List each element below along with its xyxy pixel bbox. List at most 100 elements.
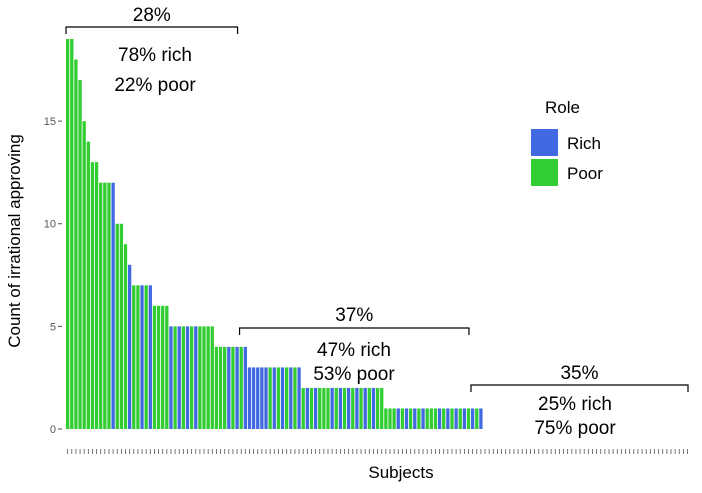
- bar-rich: [404, 408, 409, 429]
- bar-poor: [375, 387, 380, 429]
- group-percent-label: 35%: [560, 363, 598, 384]
- bar-rich: [305, 387, 309, 429]
- bar-rich: [454, 408, 458, 429]
- x-axis-ticks: [67, 449, 688, 454]
- bar-poor: [210, 326, 214, 429]
- bar-rich: [264, 367, 268, 429]
- bar-rich: [462, 408, 467, 429]
- legend-label-poor: Poor: [567, 164, 603, 183]
- bar-rich: [371, 387, 376, 429]
- bar-rich: [363, 387, 367, 429]
- bar-rich: [194, 326, 198, 429]
- y-tick-label: 0: [50, 424, 56, 436]
- legend-swatch-poor: [531, 159, 558, 186]
- bar-poor: [429, 408, 433, 429]
- bar-rich: [446, 408, 450, 429]
- bar-poor: [309, 387, 314, 429]
- group-bracket: 28% 78% rich 22% poor: [65, 5, 239, 96]
- bar-rich: [355, 387, 359, 429]
- bar-poor: [132, 285, 136, 429]
- y-axis: 0 5 10 15: [44, 116, 62, 436]
- group-rich-share: 78% rich: [118, 45, 192, 66]
- bar-poor: [86, 141, 90, 429]
- bar-poor: [74, 59, 78, 430]
- bar-rich: [479, 408, 483, 429]
- bar-poor: [189, 326, 194, 429]
- bar-rich: [260, 367, 264, 429]
- bar-poor: [417, 408, 421, 429]
- bar-poor: [181, 326, 186, 429]
- bar-rich: [470, 408, 475, 429]
- legend: Role Rich Poor: [531, 98, 603, 186]
- bar-poor: [367, 387, 371, 429]
- bar-poor: [442, 408, 446, 429]
- y-tick-label: 15: [44, 116, 56, 128]
- bar-poor: [408, 408, 413, 429]
- bar-poor: [94, 162, 99, 429]
- group-poor-share: 22% poor: [114, 75, 196, 96]
- bar-poor: [218, 346, 223, 429]
- bar-poor: [458, 408, 462, 429]
- bar-rich: [280, 367, 285, 429]
- bar-poor: [359, 387, 363, 429]
- bar-rich: [437, 408, 442, 429]
- bar-rich: [148, 285, 152, 429]
- bar-poor: [136, 285, 140, 429]
- bar-poor: [293, 367, 297, 429]
- bar-rich: [243, 346, 248, 429]
- bar-rich: [338, 387, 343, 429]
- bar-poor: [433, 408, 438, 429]
- bar-poor: [239, 346, 243, 429]
- bar-poor: [206, 326, 210, 429]
- bar-poor: [223, 346, 227, 429]
- group-rich-share: 47% rich: [317, 340, 391, 361]
- bar-poor: [202, 326, 206, 429]
- bracket-line: [65, 26, 239, 34]
- bar-rich: [347, 387, 351, 429]
- group-bracket: 37% 47% rich 53% poor: [238, 305, 470, 385]
- bracket-line: [470, 384, 689, 392]
- bar-poor: [342, 387, 347, 429]
- bar-poor: [107, 182, 111, 429]
- bar-poor: [103, 182, 107, 429]
- bar-rich: [330, 387, 334, 429]
- bar-poor: [119, 223, 124, 429]
- bar-poor: [144, 285, 148, 429]
- bar-rich: [313, 387, 318, 429]
- bar-poor: [425, 408, 429, 429]
- bar-poor: [161, 305, 165, 429]
- bar-rich: [185, 326, 190, 429]
- bar-poor: [301, 387, 305, 429]
- legend-title: Role: [545, 98, 580, 117]
- bars: [66, 39, 483, 430]
- bar-rich: [251, 367, 256, 429]
- bar-poor: [351, 387, 355, 429]
- bar-poor: [475, 408, 479, 429]
- bar-poor: [115, 223, 119, 429]
- bar-poor: [392, 408, 396, 429]
- bar-poor: [400, 408, 405, 429]
- bar-poor: [90, 162, 95, 429]
- bar-poor: [334, 387, 338, 429]
- y-tick-label: 10: [44, 219, 56, 231]
- bar-poor: [156, 305, 161, 429]
- group-annotations: 28% 78% rich 22% poor 37% 47% rich 53% poor 35…: [65, 5, 689, 439]
- bar-poor: [384, 408, 388, 429]
- bar-rich: [111, 182, 115, 429]
- group-poor-share: 75% poor: [534, 418, 616, 439]
- bar-poor: [66, 39, 70, 429]
- bar-poor: [466, 408, 471, 429]
- legend-entries: Rich Poor: [531, 129, 603, 186]
- bar-poor: [318, 387, 322, 429]
- bar-rich: [247, 367, 252, 429]
- bar-poor: [70, 39, 74, 429]
- bar-poor: [99, 182, 103, 429]
- bar-poor: [173, 326, 177, 429]
- bar-poor: [322, 387, 326, 429]
- bar-rich: [289, 367, 293, 429]
- bar-poor: [78, 80, 82, 429]
- bar-rich: [177, 326, 181, 429]
- group-percent-label: 37%: [335, 305, 373, 326]
- bracket-line: [238, 327, 470, 335]
